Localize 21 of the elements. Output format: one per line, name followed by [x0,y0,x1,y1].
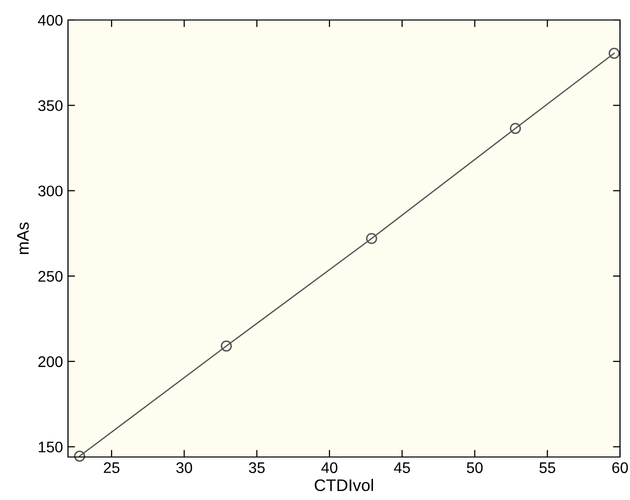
x-tick-label: 40 [321,462,338,474]
point [74,450,86,462]
x-tick-label: 35 [248,462,265,474]
y-axis-title: mAs [17,222,29,254]
y-tick-label: 150 [38,442,63,452]
x-tick-label: 30 [176,462,192,474]
point [510,122,521,134]
y-tick-label: 350 [38,100,63,112]
y-tick-label: 250 [38,270,63,282]
x-tick-label: 55 [539,462,556,474]
x-axis-title: CTDIvol [314,478,373,492]
x-tick-label: 50 [466,462,483,474]
x-tick-label: 60 [612,462,628,474]
y-tick-label: 400 [38,14,63,26]
x-tick-label: 25 [104,462,120,474]
x-tick-label: 45 [394,462,410,474]
point [366,232,378,244]
point [220,340,232,352]
y-tick-label: 300 [38,186,63,196]
y-tick-label: 200 [38,356,63,368]
point [608,48,620,59]
